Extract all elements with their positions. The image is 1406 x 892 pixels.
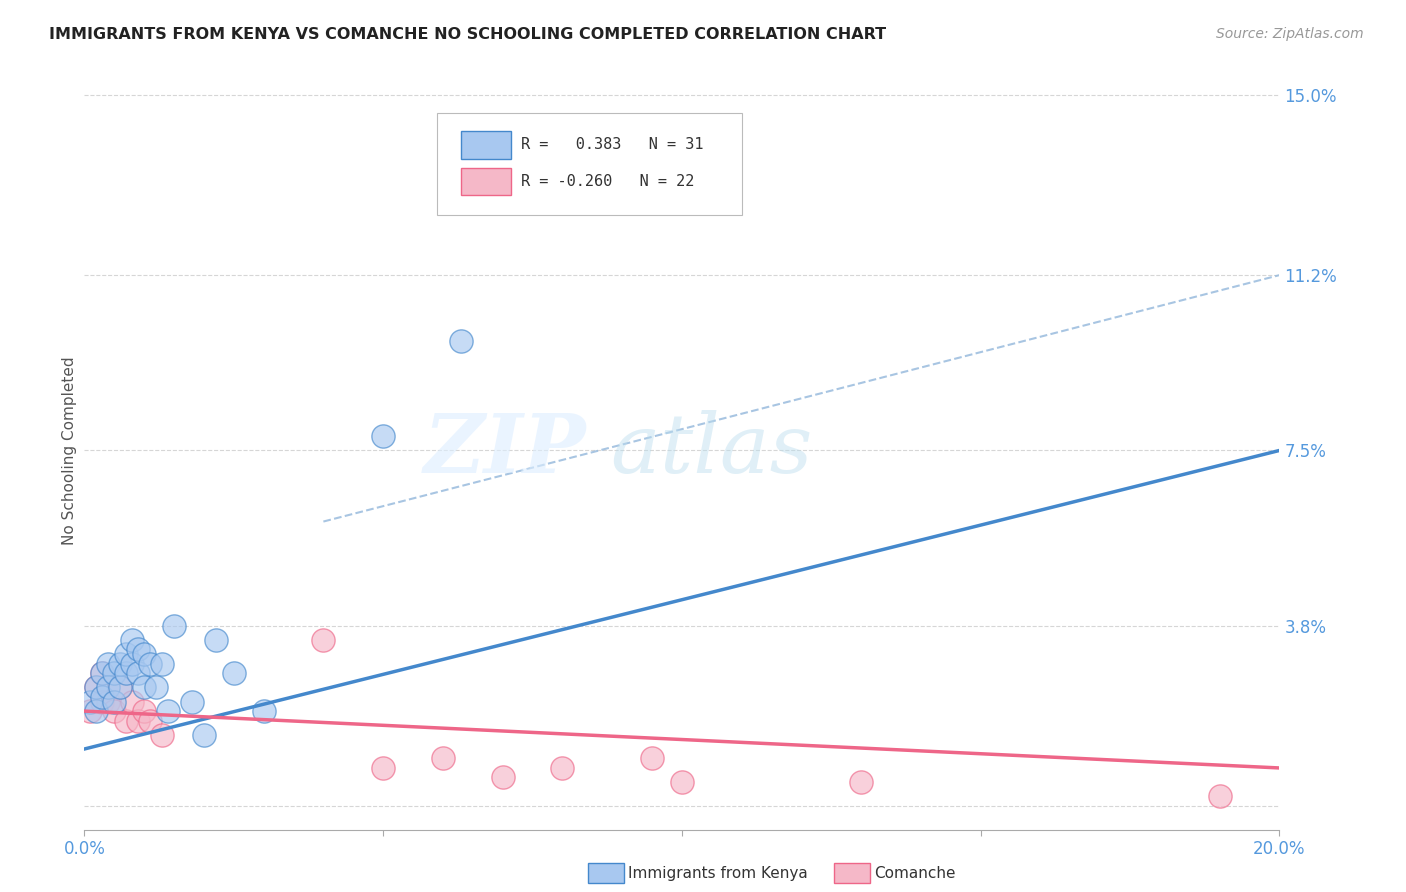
- Point: [86, 704, 108, 718]
- Point: [150, 728, 173, 742]
- Point: [115, 666, 138, 681]
- Point: [139, 657, 162, 671]
- Point: [91, 666, 114, 681]
- Point: [132, 681, 156, 695]
- Point: [1209, 789, 1232, 804]
- Point: [127, 642, 149, 657]
- Point: [157, 704, 180, 718]
- Point: [127, 666, 149, 681]
- Point: [432, 751, 454, 765]
- Point: [139, 714, 162, 728]
- Point: [97, 695, 120, 709]
- Point: [150, 657, 173, 671]
- Point: [110, 681, 132, 695]
- Point: [132, 647, 156, 661]
- Point: [91, 695, 114, 709]
- Text: IMMIGRANTS FROM KENYA VS COMANCHE NO SCHOOLING COMPLETED CORRELATION CHART: IMMIGRANTS FROM KENYA VS COMANCHE NO SCH…: [49, 27, 886, 42]
- Point: [851, 775, 873, 789]
- Point: [121, 633, 143, 648]
- FancyBboxPatch shape: [461, 168, 510, 195]
- Point: [450, 334, 472, 349]
- Point: [373, 429, 395, 443]
- Point: [492, 771, 515, 785]
- Point: [222, 666, 245, 681]
- Text: Comanche: Comanche: [875, 866, 956, 880]
- Point: [132, 704, 156, 718]
- Point: [373, 761, 395, 775]
- Point: [145, 681, 167, 695]
- Point: [103, 695, 125, 709]
- Point: [163, 619, 186, 633]
- Point: [91, 690, 114, 704]
- Point: [127, 714, 149, 728]
- Point: [121, 657, 143, 671]
- Point: [193, 728, 215, 742]
- Point: [641, 751, 664, 765]
- Point: [91, 666, 114, 681]
- Point: [551, 761, 574, 775]
- Point: [97, 681, 120, 695]
- Point: [97, 657, 120, 671]
- Text: Immigrants from Kenya: Immigrants from Kenya: [628, 866, 808, 880]
- Point: [103, 666, 125, 681]
- Point: [115, 647, 138, 661]
- Point: [312, 633, 335, 648]
- Point: [79, 695, 101, 709]
- Point: [253, 704, 276, 718]
- Point: [86, 681, 108, 695]
- Point: [110, 657, 132, 671]
- Point: [671, 775, 693, 789]
- Point: [181, 695, 204, 709]
- Point: [110, 681, 132, 695]
- Point: [121, 695, 143, 709]
- Point: [79, 704, 101, 718]
- Text: R = -0.260   N = 22: R = -0.260 N = 22: [520, 174, 695, 189]
- Text: Source: ZipAtlas.com: Source: ZipAtlas.com: [1216, 27, 1364, 41]
- Text: ZIP: ZIP: [423, 410, 586, 491]
- Point: [205, 633, 228, 648]
- Text: atlas: atlas: [610, 410, 813, 491]
- Text: R =   0.383   N = 31: R = 0.383 N = 31: [520, 137, 703, 153]
- Point: [86, 681, 108, 695]
- FancyBboxPatch shape: [461, 131, 510, 159]
- Point: [103, 704, 125, 718]
- FancyBboxPatch shape: [437, 113, 742, 216]
- Y-axis label: No Schooling Completed: No Schooling Completed: [62, 356, 77, 545]
- Point: [115, 714, 138, 728]
